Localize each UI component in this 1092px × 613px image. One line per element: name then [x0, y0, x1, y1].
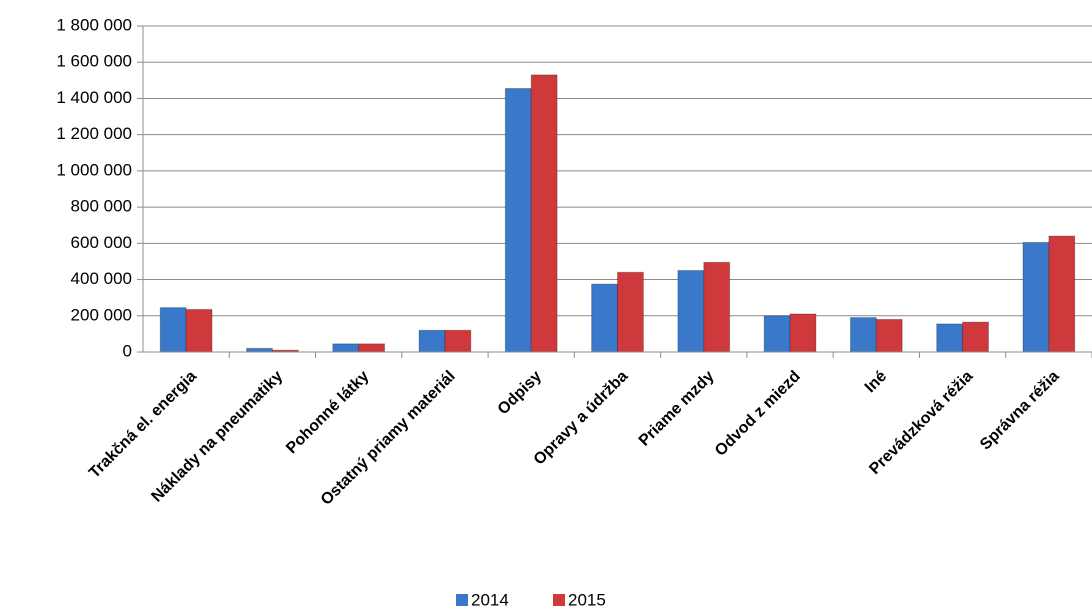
bar [332, 343, 360, 353]
y-tick-label: 600 000 [71, 233, 132, 252]
bar [530, 74, 558, 353]
bar [962, 321, 989, 353]
y-tick-label: 1 800 000 [56, 15, 132, 34]
bar [936, 323, 964, 353]
y-tick-label: 1 200 000 [56, 124, 132, 143]
bar [617, 271, 644, 353]
legend-swatch [456, 594, 468, 606]
y-tick-label: 1 000 000 [56, 160, 132, 179]
bar [591, 283, 618, 353]
x-tick-label: Opravy a údržba [531, 368, 632, 469]
bar [789, 313, 817, 353]
x-tick-label: Priame mzdy [636, 368, 718, 450]
x-tick-label: Odpisy [495, 368, 545, 418]
x-tick-label: Odvod z miezd [712, 368, 804, 460]
bar [677, 270, 705, 353]
bar [763, 315, 791, 353]
bar [849, 317, 877, 353]
y-tick-label: 0 [123, 341, 132, 360]
bar [418, 329, 446, 353]
x-tick-label: Pohonné látky [283, 368, 372, 457]
bar [703, 261, 731, 353]
bar [1022, 241, 1050, 353]
legend-label: 2014 [471, 590, 509, 609]
x-tick-label: Iné [862, 368, 890, 396]
bar [159, 307, 187, 353]
bar [185, 308, 213, 353]
bar [444, 329, 472, 353]
y-tick-label: 200 000 [71, 305, 132, 324]
bar [358, 343, 386, 353]
legend-label: 2015 [568, 590, 606, 609]
y-tick-label: 400 000 [71, 269, 132, 288]
legend-swatch [553, 594, 565, 606]
y-tick-label: 1 600 000 [56, 52, 132, 71]
x-tick-label: Správna réžia [977, 368, 1063, 454]
bar [875, 318, 903, 353]
y-tick-label: 800 000 [71, 197, 132, 216]
bar [1048, 235, 1076, 353]
bar [246, 347, 273, 353]
y-tick-label: 1 400 000 [56, 88, 132, 107]
bar [504, 87, 532, 353]
